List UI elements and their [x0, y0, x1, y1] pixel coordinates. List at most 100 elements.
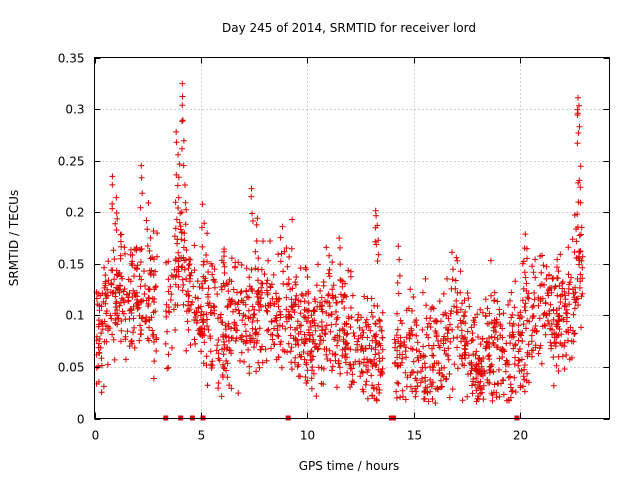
data-point [292, 281, 299, 288]
data-point [171, 266, 178, 273]
data-point [356, 360, 363, 367]
data-point [515, 362, 522, 369]
data-point [99, 320, 106, 327]
data-point [372, 333, 379, 340]
data-point [316, 341, 323, 348]
data-point [374, 303, 381, 309]
data-point [473, 398, 480, 405]
data-point [310, 353, 317, 360]
data-point [273, 317, 280, 324]
data-point [333, 308, 339, 315]
data-point [248, 185, 255, 192]
data-point [345, 267, 352, 274]
data-point [571, 330, 578, 337]
data-point [265, 257, 272, 264]
data-point [153, 348, 160, 354]
data-point [284, 281, 290, 288]
data-point [199, 243, 206, 250]
data-point [476, 355, 483, 361]
data-point [419, 289, 426, 296]
data-point [305, 300, 312, 306]
data-point [255, 255, 262, 262]
y-tick-label: 0.3 [65, 103, 84, 117]
data-point [548, 342, 555, 349]
data-point [512, 342, 518, 349]
data-point [578, 324, 584, 331]
data-point [215, 355, 222, 362]
data-point [397, 394, 404, 401]
data-point [280, 280, 287, 287]
data-point [554, 292, 561, 299]
data-point [153, 334, 160, 341]
data-point [531, 296, 538, 303]
data-point [407, 345, 414, 352]
data-point [397, 334, 404, 341]
data-point [118, 338, 124, 345]
data-point [407, 372, 414, 379]
data-point [214, 291, 221, 298]
data-point [336, 235, 343, 242]
data-point [278, 338, 284, 345]
data-point [488, 361, 495, 368]
data-point [173, 139, 180, 146]
data-point [200, 319, 207, 326]
data-point [554, 264, 560, 271]
data-point [502, 368, 509, 375]
data-point [240, 299, 247, 306]
data-point [175, 151, 182, 158]
data-point [197, 331, 204, 338]
data-point [232, 263, 239, 270]
data-point [138, 315, 145, 322]
data-point [253, 238, 260, 244]
data-point [355, 335, 362, 342]
y-tick-label: 0.35 [58, 52, 85, 66]
data-point [373, 397, 380, 404]
data-point [267, 331, 274, 338]
data-point [113, 210, 120, 216]
data-point [542, 322, 549, 329]
data-point [535, 350, 542, 357]
data-point [365, 366, 372, 373]
data-point [537, 342, 544, 349]
data-point [418, 368, 424, 375]
data-point [468, 367, 475, 374]
data-point [575, 199, 582, 206]
data-point [228, 255, 235, 262]
data-point [323, 322, 330, 329]
data-point [488, 292, 494, 299]
data-point [191, 336, 198, 343]
data-point [515, 348, 522, 355]
data-point [303, 318, 310, 325]
data-point [445, 345, 452, 352]
data-point [504, 397, 510, 404]
data-point [372, 344, 379, 351]
data-point [296, 322, 303, 329]
data-point [259, 280, 266, 287]
data-point [500, 391, 507, 398]
data-point [565, 244, 572, 251]
data-point [219, 346, 225, 353]
data-point [224, 304, 231, 311]
data-point [334, 342, 340, 349]
data-point [482, 312, 489, 319]
data-point [332, 294, 339, 301]
data-point [394, 279, 401, 286]
data-point [326, 299, 333, 306]
data-point [283, 318, 290, 325]
data-point [362, 319, 369, 326]
x-tick-label: 5 [198, 429, 206, 443]
data-point [204, 258, 210, 265]
data-point [462, 355, 469, 361]
data-point [445, 356, 452, 363]
data-point [268, 318, 275, 325]
data-point [486, 335, 492, 341]
data-point [225, 288, 232, 295]
data-point [486, 320, 492, 327]
data-point [190, 283, 197, 290]
data-point [195, 295, 201, 302]
data-point [520, 321, 527, 328]
data-point [114, 310, 121, 317]
data-point [269, 295, 276, 302]
data-point [318, 294, 325, 301]
data-point [146, 324, 152, 331]
